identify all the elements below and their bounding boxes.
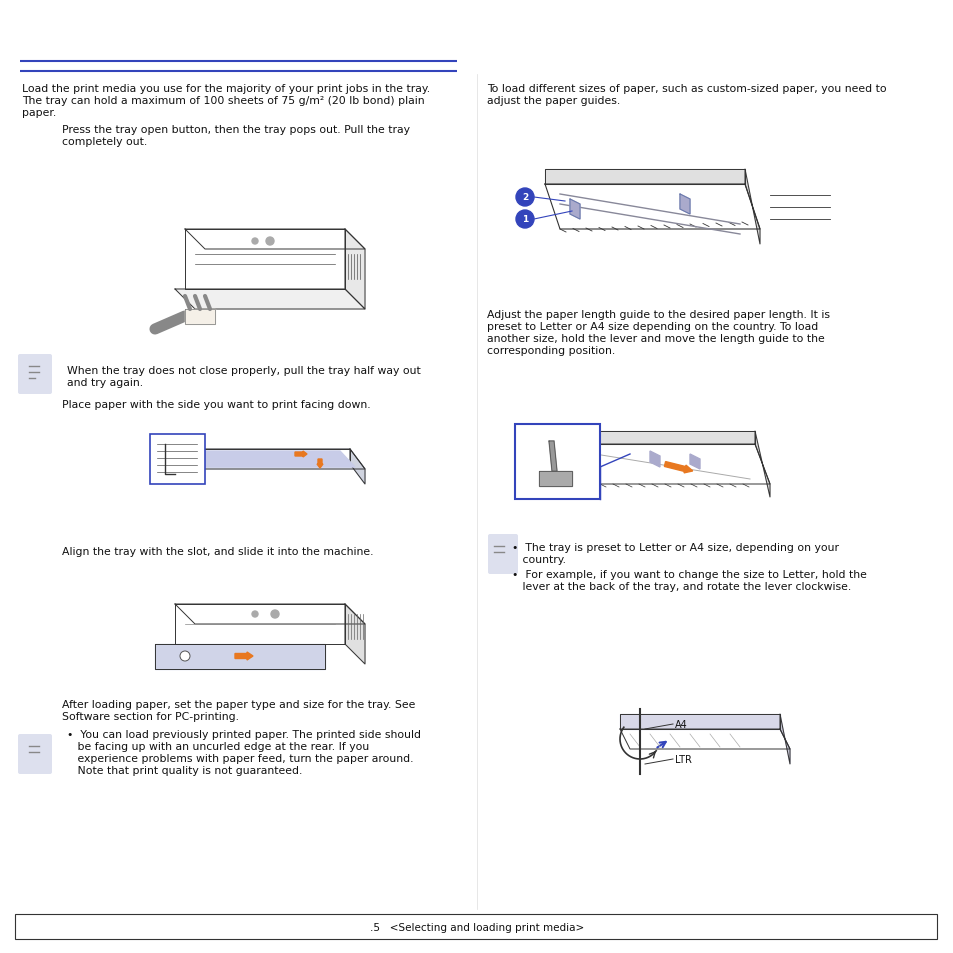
Polygon shape [174,290,365,310]
Polygon shape [345,230,365,310]
Text: To load different sizes of paper, such as custom-sized paper, you need to: To load different sizes of paper, such a… [486,84,885,94]
Text: corresponding position.: corresponding position. [486,346,615,355]
Polygon shape [544,170,744,185]
Polygon shape [780,714,789,764]
Text: Software section for PC-printing.: Software section for PC-printing. [62,711,239,721]
Text: preset to Letter or A4 size depending on the country. To load: preset to Letter or A4 size depending on… [486,322,818,332]
Polygon shape [548,441,557,472]
Bar [515,424,599,499]
Text: After loading paper, set the paper type and size for the tray. See: After loading paper, set the paper type … [62,700,415,709]
Text: Load the print media you use for the majority of your print jobs in the tray.: Load the print media you use for the maj… [22,84,430,94]
Circle shape [180,651,190,661]
Text: another size, hold the lever and move the length guide to the: another size, hold the lever and move th… [486,334,824,344]
Text: and try again.: and try again. [67,377,143,388]
Text: be facing up with an uncurled edge at the rear. If you: be facing up with an uncurled edge at th… [67,741,369,751]
Circle shape [266,237,274,246]
Circle shape [252,239,257,245]
Bar [150,435,205,484]
Text: completely out.: completely out. [62,137,147,147]
Text: 1: 1 [521,215,528,224]
Polygon shape [350,450,365,484]
Polygon shape [619,714,780,729]
Polygon shape [619,729,789,749]
Text: When the tray does not close properly, pull the tray half way out: When the tray does not close properly, p… [67,366,420,375]
Circle shape [516,189,534,207]
Text: A4: A4 [675,720,687,729]
Polygon shape [154,644,325,669]
Text: .5   <Selecting and loading print media>: .5 <Selecting and loading print media> [370,923,583,932]
Polygon shape [174,604,365,624]
Polygon shape [754,432,769,497]
FancyBboxPatch shape [488,535,517,575]
Text: adjust the paper guides.: adjust the paper guides. [486,96,619,106]
Text: LTR: LTR [675,754,691,764]
Text: country.: country. [512,555,565,564]
Polygon shape [174,450,350,464]
Polygon shape [185,310,214,325]
FancyArrow shape [663,462,692,474]
Polygon shape [579,432,754,444]
Polygon shape [185,230,365,250]
Polygon shape [679,194,689,214]
Circle shape [516,211,534,229]
Text: Place paper with the side you want to print facing down.: Place paper with the side you want to pr… [62,399,370,410]
Text: lever at the back of the tray, and rotate the lever clockwise.: lever at the back of the tray, and rotat… [512,581,850,592]
Polygon shape [345,604,365,664]
Polygon shape [544,185,760,230]
Text: paper.: paper. [22,108,56,118]
Polygon shape [185,230,345,290]
Polygon shape [649,452,659,468]
Text: Press the tray open button, then the tray pops out. Pull the tray: Press the tray open button, then the tra… [62,125,410,135]
Text: Adjust the paper length guide to the desired paper length. It is: Adjust the paper length guide to the des… [486,310,829,319]
Text: 2: 2 [521,193,528,202]
Circle shape [271,610,278,618]
Polygon shape [569,200,579,220]
Text: Align the tray with the slot, and slide it into the machine.: Align the tray with the slot, and slide … [62,546,374,557]
Text: Note that print quality is not guaranteed.: Note that print quality is not guarantee… [67,765,302,775]
FancyBboxPatch shape [18,734,52,774]
Polygon shape [185,452,355,468]
Polygon shape [174,450,365,470]
FancyBboxPatch shape [18,355,52,395]
Circle shape [252,612,257,618]
Text: •  For example, if you want to change the size to Letter, hold the: • For example, if you want to change the… [512,569,866,579]
Text: •  You can load previously printed paper. The printed side should: • You can load previously printed paper.… [67,729,420,740]
FancyArrow shape [294,452,307,457]
Polygon shape [538,472,572,486]
Polygon shape [744,170,760,245]
FancyArrow shape [316,459,323,469]
Polygon shape [579,444,769,484]
Polygon shape [689,455,700,470]
Text: •  The tray is preset to Letter or A4 size, depending on your: • The tray is preset to Letter or A4 siz… [512,542,838,553]
Polygon shape [174,604,345,644]
FancyArrow shape [234,652,253,660]
Bar [15,914,936,939]
Text: experience problems with paper feed, turn the paper around.: experience problems with paper feed, tur… [67,753,413,763]
Text: The tray can hold a maximum of 100 sheets of 75 g/m² (20 lb bond) plain: The tray can hold a maximum of 100 sheet… [22,96,424,106]
